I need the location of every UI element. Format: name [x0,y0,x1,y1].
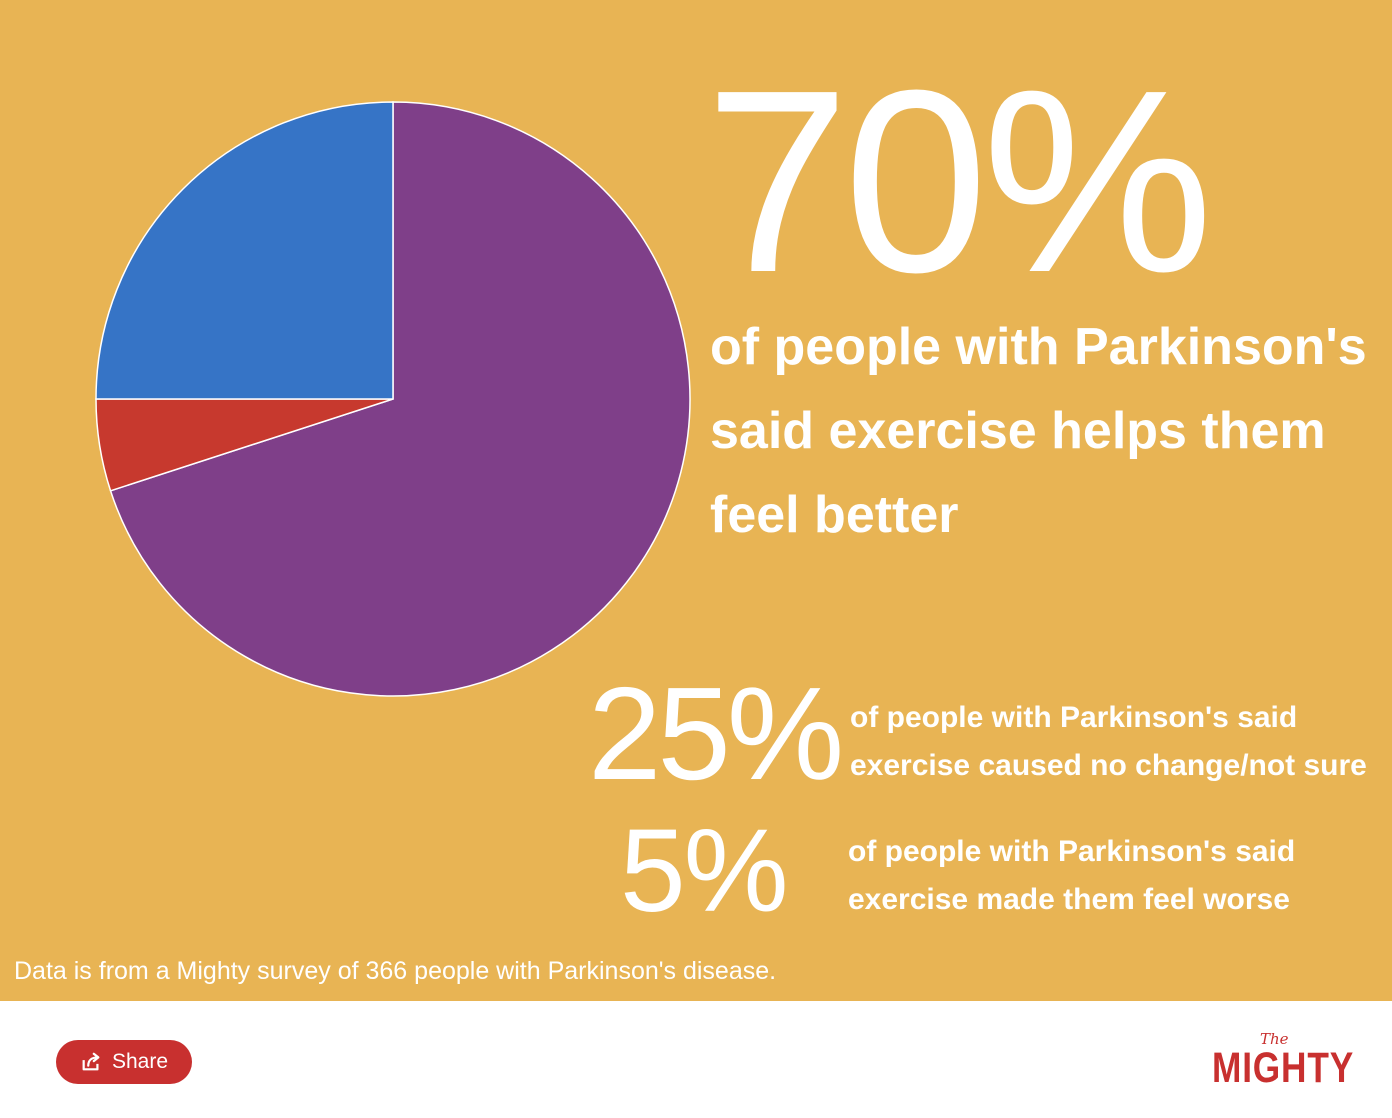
pie-slice-no-change [95,101,394,400]
stat-no-change-description: of people with Parkinson's said exercise… [850,701,1367,782]
share-icon [82,1052,100,1071]
pie-chart [95,101,691,697]
stat-worse-percent: 5% [620,805,789,937]
logo-word: MIGHTY [1212,1044,1355,1092]
source-footnote: Data is from a Mighty survey of 366 peop… [14,957,777,985]
infographic-panel: 70% of people with Parkinson's said exer… [0,0,1392,1001]
stat-worse-description: of people with Parkinson's said exercise… [848,835,1296,916]
share-button[interactable]: Share [56,1040,192,1084]
headline-description: of people with Parkinson's said exercise… [710,318,1367,544]
pie-slice-better [109,101,691,697]
logo-the: The [1260,1030,1289,1048]
headline-percent: 70% [705,37,1213,327]
share-button-label: Share [111,1050,169,1073]
stat-no-change-percent: 25% [588,660,844,807]
the-mighty-logo[interactable]: The MIGHTY [1208,1030,1353,1094]
